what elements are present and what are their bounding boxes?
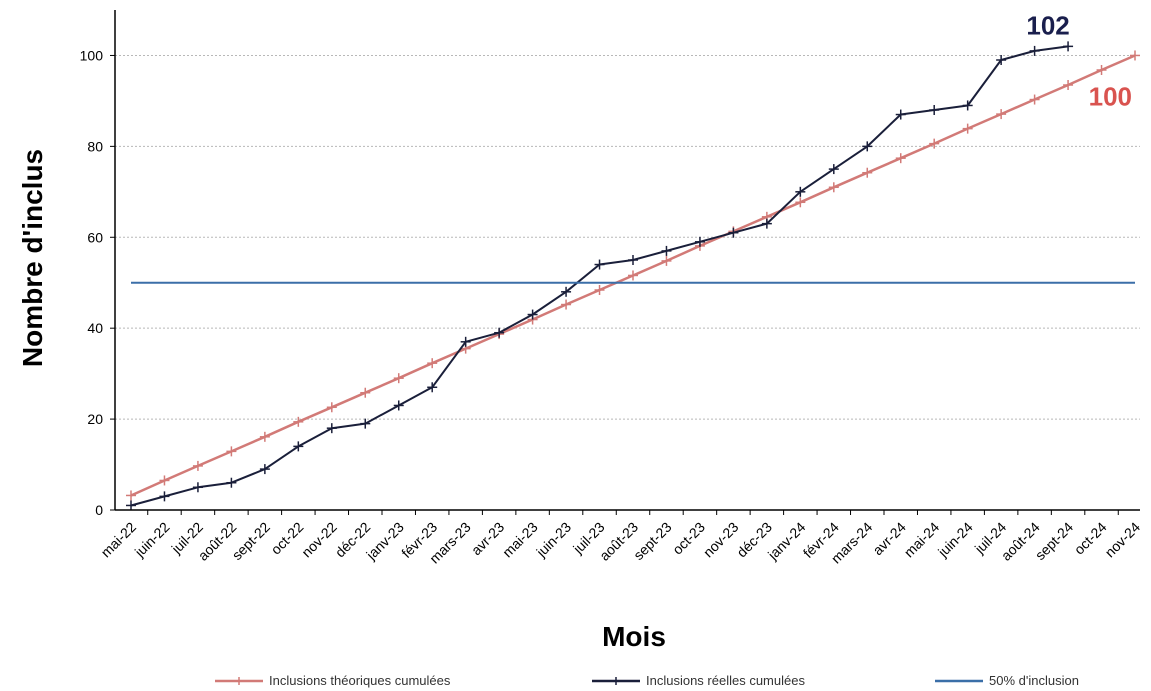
data-point xyxy=(360,418,371,429)
data-point xyxy=(293,441,304,452)
data-point xyxy=(460,336,471,347)
x-tick-label: nov-22 xyxy=(298,519,340,561)
x-tick-label: janv-23 xyxy=(362,519,407,564)
gridlines xyxy=(110,54,1140,511)
data-point xyxy=(895,153,906,164)
y-tick-label: 40 xyxy=(87,320,103,336)
data-point xyxy=(159,475,170,486)
data-point xyxy=(996,55,1007,65)
data-point xyxy=(259,464,270,475)
data-point xyxy=(126,500,136,511)
series-lines xyxy=(126,41,1140,511)
data-point xyxy=(1029,94,1040,105)
data-point xyxy=(594,259,605,270)
x-tick-label: nov-23 xyxy=(700,519,742,561)
data-point xyxy=(1063,41,1074,52)
x-axis-title: Mois xyxy=(602,621,666,652)
data-point xyxy=(259,431,270,442)
x-tick-label: juin-22 xyxy=(131,519,173,561)
data-point xyxy=(561,286,572,297)
data-point xyxy=(326,423,337,434)
x-tick-label: mai-22 xyxy=(98,519,140,561)
legend-label: 50% d'inclusion xyxy=(989,673,1079,688)
data-point xyxy=(761,218,772,229)
data-point xyxy=(795,197,806,208)
data-point xyxy=(594,285,605,295)
series-line xyxy=(130,45,1069,507)
data-point xyxy=(795,186,806,197)
data-point xyxy=(929,138,940,149)
data-point xyxy=(862,167,873,178)
data-point xyxy=(494,327,505,338)
series-1 xyxy=(126,50,1140,501)
data-point xyxy=(393,373,404,384)
legend-item: Inclusions théoriques cumulées xyxy=(215,673,451,688)
annotation-label: 102 xyxy=(1026,10,1069,40)
legend-item: 50% d'inclusion xyxy=(935,673,1079,688)
data-point xyxy=(360,387,371,398)
data-point xyxy=(661,255,672,266)
data-point xyxy=(126,490,136,501)
legend-item: Inclusions réelles cumulées xyxy=(592,673,805,688)
legend-label: Inclusions réelles cumulées xyxy=(646,673,805,688)
data-point xyxy=(962,123,973,134)
data-point xyxy=(393,400,404,411)
data-point xyxy=(828,164,839,175)
data-point xyxy=(326,402,337,413)
data-point xyxy=(862,141,873,152)
data-point xyxy=(628,255,638,265)
x-tick-label: sept-23 xyxy=(630,519,674,563)
legend-label: Inclusions théoriques cumulées xyxy=(269,673,451,688)
x-tick-labels: mai-22juin-22juil-22août-22sept-22oct-22… xyxy=(98,510,1144,566)
data-point xyxy=(192,460,203,471)
series-2 xyxy=(126,41,1074,511)
data-point xyxy=(1096,65,1107,75)
x-tick-label: mai-23 xyxy=(499,519,541,561)
data-point xyxy=(226,446,237,457)
data-point xyxy=(226,477,237,488)
data-point xyxy=(929,105,940,115)
x-tick-label: sept-24 xyxy=(1032,519,1076,563)
x-tick-label: nov-24 xyxy=(1102,519,1144,561)
data-point xyxy=(661,245,672,256)
data-point xyxy=(192,482,203,493)
y-axis-title: Nombre d'inclus xyxy=(17,149,48,367)
data-point xyxy=(628,270,638,281)
data-point xyxy=(527,309,538,320)
data-point xyxy=(159,491,170,502)
data-point xyxy=(427,358,438,369)
data-point xyxy=(694,236,705,247)
data-point xyxy=(895,109,906,120)
data-point xyxy=(1063,80,1074,90)
y-tick-label: 60 xyxy=(87,229,103,245)
data-point xyxy=(293,416,304,427)
data-point xyxy=(1130,50,1140,61)
legend: Inclusions théoriques cumulées Inclusions… xyxy=(215,673,1079,688)
y-tick-label: 100 xyxy=(80,47,104,63)
x-tick-label: sept-22 xyxy=(229,519,273,563)
annotations: 102 100 xyxy=(1026,10,1132,111)
x-tick-label: janv-24 xyxy=(764,519,809,564)
x-tick-label: mai-24 xyxy=(901,519,943,561)
data-point xyxy=(962,100,973,111)
y-tick-labels: 0 20 40 60 80 100 xyxy=(80,47,104,518)
y-tick-label: 20 xyxy=(87,411,103,427)
x-tick-label: juin-23 xyxy=(532,519,574,561)
x-tick-label: juin-24 xyxy=(934,519,976,561)
y-tick-label: 0 xyxy=(95,502,103,518)
data-point xyxy=(1029,45,1040,56)
data-point xyxy=(728,227,739,238)
y-tick-label: 80 xyxy=(87,138,103,154)
data-point xyxy=(828,182,839,193)
data-point xyxy=(996,109,1007,120)
data-point xyxy=(427,382,438,393)
data-point xyxy=(561,299,572,310)
annotation-label: 100 xyxy=(1089,81,1132,111)
